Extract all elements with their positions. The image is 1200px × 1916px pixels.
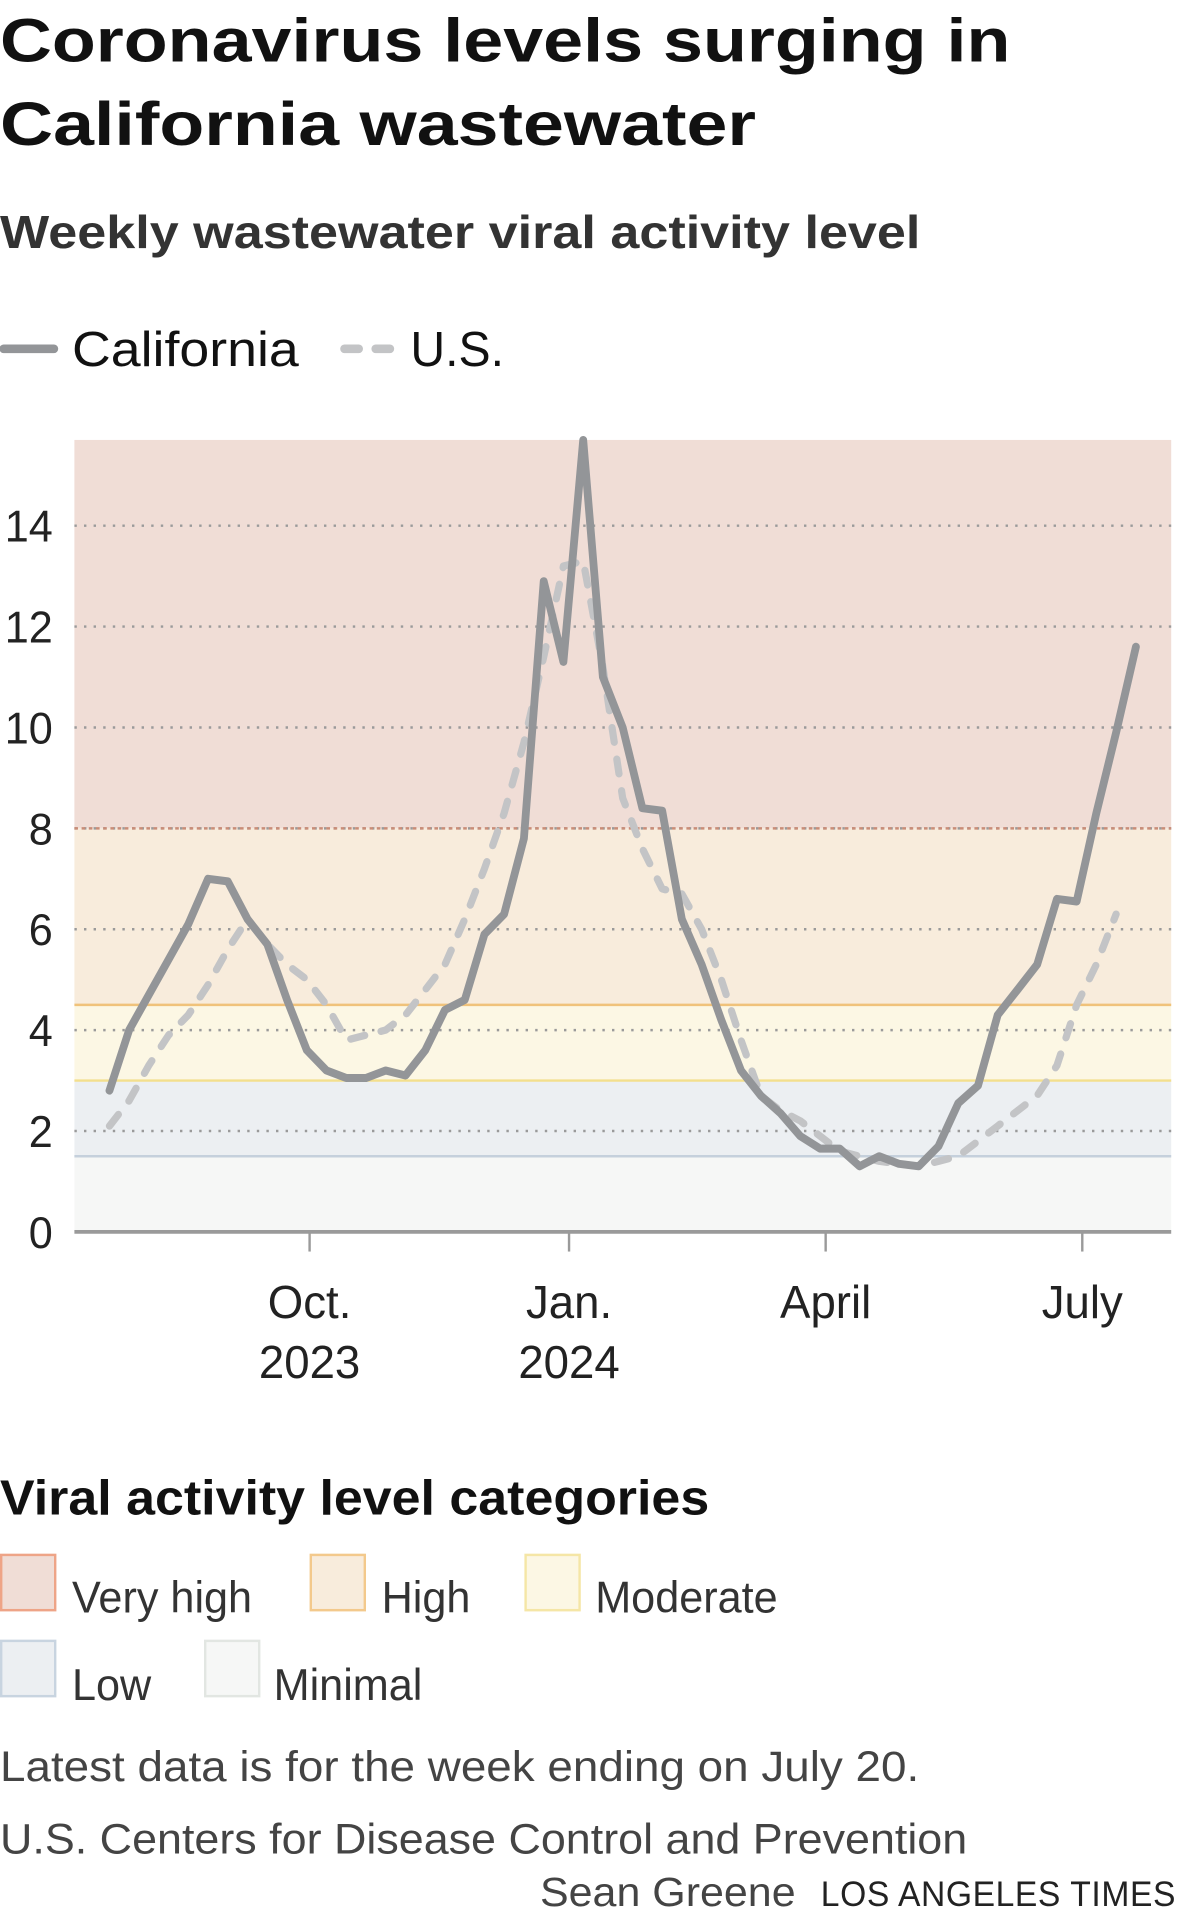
chart-subtitle: Weekly wastewater viral activity level: [0, 206, 920, 259]
legend-california-label: California: [72, 323, 299, 378]
x-tick-label: July: [1042, 1275, 1123, 1328]
category-label-moderate: Moderate: [595, 1573, 777, 1623]
y-tick-label: 2: [29, 1108, 53, 1158]
chart-title-line2: California wastewater: [0, 89, 756, 158]
categories-legend: Very high High Moderate Low Minimal: [0, 1553, 778, 1710]
x-tick-label: Jan.: [526, 1275, 612, 1328]
series-line-us: [105, 557, 1120, 1170]
y-tick-label: 0: [29, 1208, 53, 1258]
x-tick-year-label: 2024: [518, 1336, 619, 1389]
series-line-california: [105, 435, 1140, 1171]
category-bands: [74, 439, 1172, 1232]
category-label-low: Low: [72, 1660, 152, 1710]
x-axis: Oct. 2023 Jan. 2024 April July: [74, 1230, 1172, 1389]
category-label-minimal: Minimal: [274, 1660, 423, 1710]
swatch-very-high-icon: [0, 1553, 57, 1612]
chart-title-line1: Coronavirus levels surging in: [0, 6, 1010, 75]
swatch-moderate-icon: [524, 1553, 581, 1612]
swatch-minimal-icon: [204, 1639, 261, 1698]
y-axis: 0 2 4 6 8 10 12 14: [5, 502, 53, 1258]
category-threshold-lines: [74, 827, 1172, 1158]
latest-data-note: Latest data is for the week ending on Ju…: [0, 1743, 919, 1791]
band-low: [74, 1080, 1172, 1157]
swatch-low-icon: [0, 1639, 57, 1698]
x-tick-label: April: [780, 1275, 871, 1328]
band-minimal: [74, 1156, 1172, 1232]
series-legend: California U.S.: [0, 323, 504, 378]
y-tick-label: 6: [29, 906, 53, 956]
band-high: [74, 828, 1172, 1005]
brand-logo: LOS ANGELES TIMES: [821, 1875, 1176, 1914]
series-lines: [105, 435, 1140, 1171]
y-tick-label: 8: [29, 805, 53, 855]
x-tick-year-label: 2023: [259, 1336, 360, 1389]
swatch-high-icon: [309, 1553, 366, 1612]
y-tick-label: 10: [5, 704, 53, 754]
source-credit: U.S. Centers for Disease Control and Pre…: [0, 1816, 967, 1864]
category-label-high: High: [382, 1573, 471, 1623]
legend-us-label: U.S.: [410, 323, 504, 378]
band-moderate: [74, 1004, 1172, 1081]
y-tick-label: 12: [5, 603, 53, 653]
y-tick-label: 4: [29, 1007, 53, 1057]
byline: Sean Greene: [540, 1871, 796, 1916]
y-tick-label: 14: [5, 502, 53, 552]
x-tick-label: Oct.: [268, 1275, 352, 1328]
category-label-very-high: Very high: [72, 1573, 252, 1623]
band-very-high: [74, 439, 1172, 829]
categories-heading: Viral activity level categories: [0, 1471, 709, 1526]
